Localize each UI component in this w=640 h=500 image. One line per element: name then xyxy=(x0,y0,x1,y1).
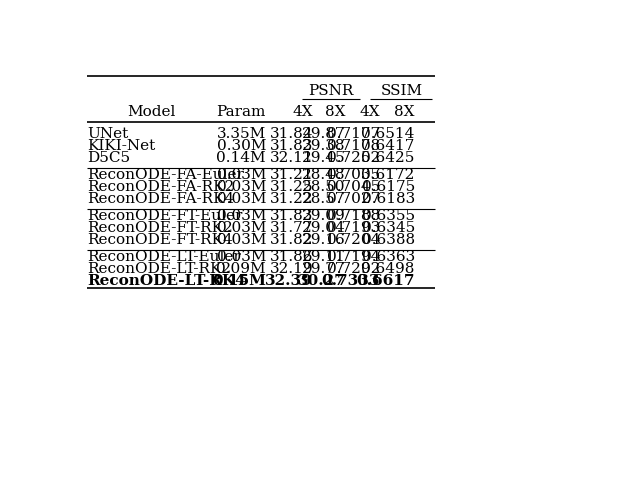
Text: 4X: 4X xyxy=(292,105,313,119)
Text: 31.86: 31.86 xyxy=(269,250,313,264)
Text: 0.6175: 0.6175 xyxy=(362,180,415,194)
Text: 31.83: 31.83 xyxy=(269,209,313,223)
Text: 0.7027: 0.7027 xyxy=(327,192,380,206)
Text: 0.6514: 0.6514 xyxy=(362,127,415,141)
Text: 0.6345: 0.6345 xyxy=(362,221,415,235)
Text: 29.45: 29.45 xyxy=(301,151,346,165)
Text: 0.7035: 0.7035 xyxy=(327,168,380,182)
Text: 0.6355: 0.6355 xyxy=(362,209,415,223)
Text: 0.15M: 0.15M xyxy=(212,274,266,288)
Text: 8X: 8X xyxy=(325,105,346,119)
Text: ReconODE-FT-RK4: ReconODE-FT-RK4 xyxy=(88,233,233,247)
Text: 0.7204: 0.7204 xyxy=(326,233,380,247)
Text: 29.09: 29.09 xyxy=(301,209,346,223)
Text: ReconODE-FA-Euler: ReconODE-FA-Euler xyxy=(88,168,244,182)
Text: 4X: 4X xyxy=(360,105,380,119)
Text: 0.6183: 0.6183 xyxy=(362,192,415,206)
Text: ReconODE-FT-Euler: ReconODE-FT-Euler xyxy=(88,209,243,223)
Text: 29.11: 29.11 xyxy=(301,250,346,264)
Text: 0.09M: 0.09M xyxy=(216,262,266,276)
Text: 0.6617: 0.6617 xyxy=(356,274,415,288)
Text: 29.04: 29.04 xyxy=(301,221,346,235)
Text: 0.6363: 0.6363 xyxy=(362,250,415,264)
Text: 0.03M: 0.03M xyxy=(216,168,266,182)
Text: 31.83: 31.83 xyxy=(269,139,313,153)
Text: 0.7188: 0.7188 xyxy=(327,209,380,223)
Text: 0.14M: 0.14M xyxy=(216,151,266,165)
Text: 0.03M: 0.03M xyxy=(216,192,266,206)
Text: KIKI-Net: KIKI-Net xyxy=(88,139,156,153)
Text: 28.48: 28.48 xyxy=(302,168,346,182)
Text: PSNR: PSNR xyxy=(308,84,354,98)
Text: 0.7252: 0.7252 xyxy=(327,151,380,165)
Text: 0.03M: 0.03M xyxy=(216,250,266,264)
Text: 29.38: 29.38 xyxy=(302,139,346,153)
Text: ReconODE-LT-Euler: ReconODE-LT-Euler xyxy=(88,250,241,264)
Text: ReconODE-FA-RK4: ReconODE-FA-RK4 xyxy=(88,192,235,206)
Text: 28.50: 28.50 xyxy=(302,180,346,194)
Text: 32.19: 32.19 xyxy=(269,262,313,276)
Text: 0.03M: 0.03M xyxy=(216,221,266,235)
Text: Model: Model xyxy=(128,105,176,119)
Text: 31.77: 31.77 xyxy=(269,221,313,235)
Text: 28.57: 28.57 xyxy=(302,192,346,206)
Text: ReconODE-LT-RK4: ReconODE-LT-RK4 xyxy=(88,274,246,288)
Text: UNet: UNet xyxy=(88,127,129,141)
Text: 8X: 8X xyxy=(394,105,415,119)
Text: 31.21: 31.21 xyxy=(269,168,313,182)
Text: 0.03M: 0.03M xyxy=(216,209,266,223)
Text: 3.35M: 3.35M xyxy=(217,127,266,141)
Text: 0.6388: 0.6388 xyxy=(362,233,415,247)
Text: 0.7045: 0.7045 xyxy=(327,180,380,194)
Text: SSIM: SSIM xyxy=(380,84,422,98)
Text: 0.03M: 0.03M xyxy=(216,180,266,194)
Text: 0.7292: 0.7292 xyxy=(326,262,380,276)
Text: 29.87: 29.87 xyxy=(302,127,346,141)
Text: 0.03M: 0.03M xyxy=(216,233,266,247)
Text: 0.7194: 0.7194 xyxy=(326,250,380,264)
Text: 0.7178: 0.7178 xyxy=(327,139,380,153)
Text: 31.22: 31.22 xyxy=(269,192,313,206)
Text: 0.6498: 0.6498 xyxy=(362,262,415,276)
Text: 0.7177: 0.7177 xyxy=(327,127,380,141)
Text: 0.6172: 0.6172 xyxy=(362,168,415,182)
Text: ReconODE-FA-RK2: ReconODE-FA-RK2 xyxy=(88,180,235,194)
Text: 0.6417: 0.6417 xyxy=(362,139,415,153)
Text: D5C5: D5C5 xyxy=(88,151,131,165)
Text: Param: Param xyxy=(216,105,266,119)
Text: 29.77: 29.77 xyxy=(302,262,346,276)
Text: 31.82: 31.82 xyxy=(269,233,313,247)
Text: 0.30M: 0.30M xyxy=(216,139,266,153)
Text: 32.39: 32.39 xyxy=(266,274,313,288)
Text: 0.7333: 0.7333 xyxy=(321,274,380,288)
Text: 0.6425: 0.6425 xyxy=(362,151,415,165)
Text: 0.7193: 0.7193 xyxy=(327,221,380,235)
Text: 31.25: 31.25 xyxy=(269,180,313,194)
Text: 32.11: 32.11 xyxy=(269,151,313,165)
Text: 29.16: 29.16 xyxy=(301,233,346,247)
Text: 31.84: 31.84 xyxy=(269,127,313,141)
Text: 30.27: 30.27 xyxy=(298,274,346,288)
Text: ReconODE-FT-RK2: ReconODE-FT-RK2 xyxy=(88,221,233,235)
Text: ReconODE-LT-RK2: ReconODE-LT-RK2 xyxy=(88,262,232,276)
